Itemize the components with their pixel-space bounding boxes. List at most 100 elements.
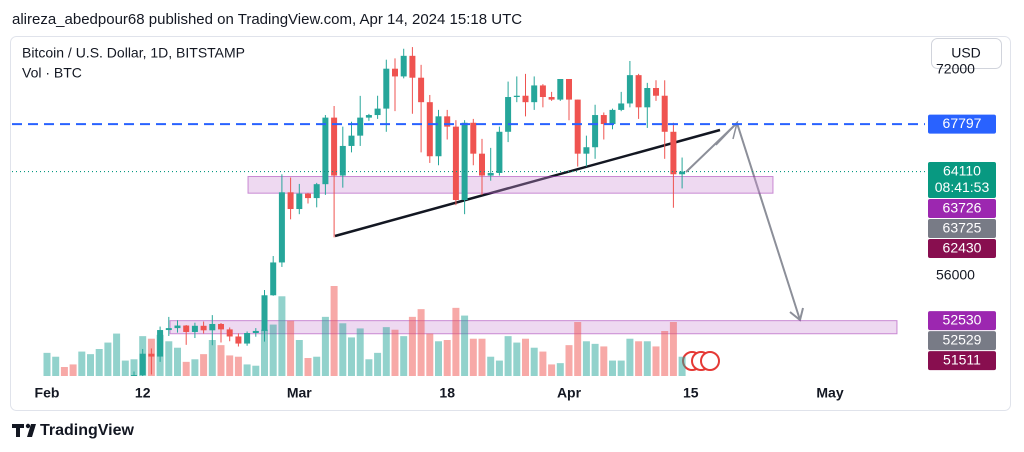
price-label-box: [928, 311, 996, 331]
volume-bar: [600, 346, 608, 376]
candle-body: [409, 55, 416, 78]
volume-bar: [635, 341, 643, 376]
volume-bar: [678, 356, 686, 376]
volume-bar: [60, 367, 68, 376]
candle-body: [513, 95, 520, 98]
volume-bar: [113, 333, 121, 376]
candle-body: [305, 193, 311, 199]
candle-body: [392, 68, 398, 77]
candle-body: [122, 382, 128, 390]
volume-bar: [469, 338, 477, 376]
volume-bar: [530, 347, 538, 376]
currency-button[interactable]: [931, 38, 1002, 69]
volume-bar: [130, 359, 138, 376]
volume-bar: [539, 351, 547, 376]
candle-body: [566, 78, 572, 100]
candle-body: [88, 442, 94, 447]
volume-bar: [408, 316, 416, 376]
trend-line: [334, 128, 721, 238]
volume-bar: [565, 345, 573, 376]
candle-body: [287, 192, 294, 210]
volume-bar: [313, 356, 321, 376]
volume-bar: [104, 342, 112, 376]
candle-body: [539, 85, 546, 98]
price-label-box: [928, 199, 996, 219]
volume-bar: [226, 355, 234, 376]
candle-body: [148, 353, 155, 357]
price-label: 63725: [943, 219, 982, 235]
price-label: 67797: [943, 115, 982, 131]
volume-bar: [243, 364, 251, 376]
volume-bar: [582, 341, 590, 376]
y-tick-label: 72000: [936, 61, 975, 77]
volume-bar: [400, 336, 408, 376]
volume-bar: [495, 360, 503, 376]
price-label-box: [928, 351, 996, 371]
candle-body: [653, 88, 659, 96]
volume-bar: [261, 329, 268, 376]
candle-body: [400, 55, 407, 77]
event-icon[interactable]: [700, 351, 720, 371]
header: alireza_abedpour68 published on TradingV…: [12, 11, 522, 28]
volume-title: Vol · BTC: [22, 65, 82, 81]
volume-bar: [426, 333, 434, 376]
volume-bar: [356, 328, 364, 376]
volume-bar: [304, 358, 312, 376]
x-tick-label: 15: [683, 385, 699, 401]
x-tick-label: Mar: [287, 385, 312, 401]
candle-body: [278, 192, 285, 263]
candle-body: [557, 78, 564, 100]
candle-body: [470, 122, 477, 154]
candle-body: [165, 328, 172, 331]
candle-body: [522, 95, 529, 103]
candle-body: [452, 126, 459, 201]
candle-body: [418, 77, 425, 103]
price-label-box: [928, 114, 996, 134]
candle-body: [592, 115, 599, 148]
currency[interactable]: USD: [951, 45, 981, 61]
candle-body: [626, 75, 633, 104]
price-label: 63726: [943, 199, 982, 215]
candle-body: [200, 325, 207, 331]
candle-body: [383, 68, 390, 109]
candle-body: [322, 117, 329, 185]
plot: [43, 47, 898, 447]
volume-bar: [609, 360, 616, 376]
volume-bar: [452, 307, 460, 376]
volume-bar: [200, 354, 208, 376]
volume-bar: [278, 296, 286, 376]
volume-bar: [487, 356, 495, 376]
price-label-box: [928, 162, 996, 199]
price-label: 52529: [943, 331, 982, 347]
candle-body: [331, 117, 338, 176]
candle-body: [270, 262, 277, 296]
volume-bar: [522, 338, 529, 376]
candle-body: [157, 330, 164, 357]
candle-body: [235, 336, 242, 344]
logo: [12, 423, 36, 437]
candle-body: [296, 193, 303, 210]
volume-bar: [643, 341, 651, 376]
candle-body: [261, 295, 268, 331]
volume-bar: [217, 345, 225, 376]
candle-body: [426, 102, 433, 157]
candle-body: [444, 116, 451, 127]
volume-bar: [382, 327, 390, 376]
candle-body: [131, 375, 137, 376]
volume-bar: [165, 341, 173, 376]
x-tick-label: May: [816, 385, 843, 401]
projection-arrow: [685, 121, 801, 321]
x-tick-label: 18: [439, 385, 455, 401]
candle-body: [583, 147, 590, 154]
candle-body: [53, 441, 59, 443]
volume-bar: [52, 356, 60, 376]
volume-bar: [556, 363, 564, 376]
price-label: 62430: [943, 239, 982, 255]
candle-body: [244, 333, 251, 344]
volume-bar: [191, 359, 199, 376]
volume-bar: [339, 323, 347, 376]
price-label: 51511: [943, 351, 981, 367]
candle-body: [600, 115, 607, 125]
volume-bar: [513, 342, 521, 376]
